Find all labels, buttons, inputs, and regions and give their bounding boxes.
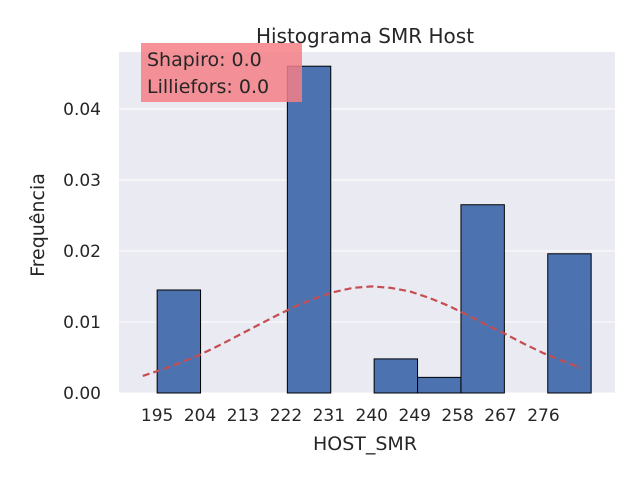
x-tick-labels: 195 204 213 222 231 240 249 258 267 276	[141, 406, 560, 426]
x-tick-label: 195	[141, 406, 173, 426]
normality-test-annotation: Shapiro: 0.0 Lilliefors: 0.0	[141, 43, 302, 102]
x-tick-label: 240	[356, 406, 388, 426]
histogram-bar	[373, 358, 419, 394]
histogram-bar	[417, 376, 462, 394]
grid-lines	[119, 108, 615, 394]
x-tick-label: 258	[441, 406, 473, 426]
x-axis-label: HOST_SMR	[313, 433, 417, 455]
y-tick-labels: 0.00 0.01 0.02 0.03 0.04	[63, 100, 101, 404]
x-tick-label: 213	[227, 406, 259, 426]
normal-curve	[142, 285, 582, 377]
y-tick-label: 0.00	[63, 384, 101, 404]
x-tick-label: 276	[527, 406, 559, 426]
y-axis-label: Frequência	[27, 173, 49, 277]
x-tick-label: 249	[398, 406, 430, 426]
x-tick-label: 231	[313, 406, 345, 426]
x-tick-label: 204	[184, 406, 216, 426]
y-tick-label: 0.01	[63, 313, 101, 333]
y-tick-label: 0.02	[63, 242, 101, 262]
histogram-bar	[286, 65, 332, 394]
x-tick-label: 222	[270, 406, 302, 426]
annotation-shapiro: Shapiro: 0.0	[147, 49, 262, 71]
bars	[156, 65, 592, 394]
normal-curve-line	[142, 285, 582, 377]
histogram-bar	[156, 289, 202, 394]
histogram-bar	[547, 253, 592, 394]
annotation-box	[141, 43, 302, 102]
annotation-lilliefors: Lilliefors: 0.0	[147, 76, 269, 98]
y-tick-label: 0.03	[63, 171, 101, 191]
y-tick-label: 0.04	[63, 100, 101, 120]
x-tick-label: 267	[484, 406, 516, 426]
histogram-bar	[460, 204, 505, 394]
